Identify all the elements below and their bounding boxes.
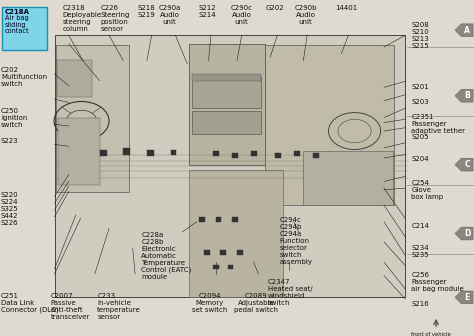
Polygon shape <box>455 24 473 37</box>
Text: C250
Ignition
switch: C250 Ignition switch <box>1 108 27 128</box>
Bar <box>199 217 205 222</box>
Text: C254
Glove
box lamp: C254 Glove box lamp <box>411 180 444 200</box>
Text: C: C <box>465 160 470 169</box>
Bar <box>58 118 100 185</box>
Bar <box>192 111 261 134</box>
Text: C226
Steering
position
sensor: C226 Steering position sensor <box>100 5 130 32</box>
Text: E: E <box>465 293 470 302</box>
Text: C290c
Audio
unit: C290c Audio unit <box>231 5 253 25</box>
Text: C290a
Audio
unit: C290a Audio unit <box>158 5 181 25</box>
Text: C2318
Deployable
steering
column: C2318 Deployable steering column <box>63 5 102 32</box>
Bar <box>216 217 221 222</box>
Bar <box>237 250 243 255</box>
Polygon shape <box>455 291 473 304</box>
Bar <box>192 74 261 81</box>
Polygon shape <box>455 89 473 102</box>
Text: S208
S210
S213
S215: S208 S210 S213 S215 <box>411 22 429 49</box>
Bar <box>204 250 210 255</box>
Bar <box>265 45 394 205</box>
Text: C2007
Passive
anti-theft
transceiver: C2007 Passive anti-theft transceiver <box>51 293 90 320</box>
Text: C2347
Heated seat/
windshield
switch: C2347 Heated seat/ windshield switch <box>268 279 312 306</box>
Text: S203: S203 <box>411 99 429 105</box>
Text: C202
Multifunction
switch: C202 Multifunction switch <box>1 67 47 87</box>
Bar <box>2 7 47 50</box>
Bar <box>228 265 233 269</box>
Text: C251
Data Link
Connector (DLC): C251 Data Link Connector (DLC) <box>1 293 59 313</box>
Text: 14401: 14401 <box>335 5 357 11</box>
Text: A: A <box>465 26 470 35</box>
Text: Air bag: Air bag <box>5 15 28 22</box>
Text: C256
Passenger
air bag module: C256 Passenger air bag module <box>411 272 464 292</box>
Text: front of vehicle: front of vehicle <box>410 332 450 336</box>
Text: C2351
Passenger
adaptive tether: C2351 Passenger adaptive tether <box>411 114 465 134</box>
Bar <box>171 150 176 155</box>
Text: contact: contact <box>5 28 29 34</box>
Text: G202: G202 <box>265 5 284 11</box>
Bar <box>251 151 257 156</box>
Text: S223: S223 <box>1 138 18 144</box>
Bar <box>189 44 265 165</box>
Bar <box>56 45 129 192</box>
Text: B: B <box>465 91 470 100</box>
Bar <box>232 153 238 158</box>
Text: S234
S235: S234 S235 <box>411 245 429 258</box>
Bar <box>213 265 219 269</box>
Bar <box>294 151 300 156</box>
Text: S220
S224
S325
S442
S226: S220 S224 S325 S442 S226 <box>1 192 18 225</box>
Text: C2089
Adjustable
pedal switch: C2089 Adjustable pedal switch <box>234 293 278 313</box>
Bar <box>220 250 226 255</box>
Text: C290b
Audio
unit: C290b Audio unit <box>294 5 317 25</box>
Bar <box>275 153 281 158</box>
Polygon shape <box>455 227 473 240</box>
Text: D: D <box>464 229 471 238</box>
Text: sliding: sliding <box>5 22 27 28</box>
Text: C2094
Memory
set switch: C2094 Memory set switch <box>192 293 227 313</box>
Bar <box>123 148 130 155</box>
Text: C214: C214 <box>411 223 429 229</box>
Text: S212
S214: S212 S214 <box>199 5 217 18</box>
Text: S216: S216 <box>411 301 429 307</box>
Bar <box>147 150 154 156</box>
Text: C228a
C228b
Electronic
Automatic
Temperature
Control (EATC)
module: C228a C228b Electronic Automatic Tempera… <box>141 232 191 280</box>
Bar <box>100 150 107 156</box>
Text: C294c
C294b
C294a
Function
selector
switch
assembly: C294c C294b C294a Function selector swit… <box>280 217 313 265</box>
Polygon shape <box>455 158 473 171</box>
Bar <box>57 60 92 97</box>
Bar <box>213 151 219 156</box>
Bar <box>232 217 238 222</box>
Bar <box>303 151 393 205</box>
Text: C218A: C218A <box>5 9 30 15</box>
Text: C233
In-vehicle
temperature
sensor: C233 In-vehicle temperature sensor <box>97 293 141 320</box>
Bar <box>192 77 261 108</box>
Text: S205: S205 <box>411 134 429 140</box>
Text: S204: S204 <box>411 156 429 162</box>
Bar <box>189 170 283 297</box>
Bar <box>313 153 319 158</box>
Text: S218
S219: S218 S219 <box>137 5 155 18</box>
Text: S201: S201 <box>411 84 429 90</box>
Bar <box>55 35 405 297</box>
